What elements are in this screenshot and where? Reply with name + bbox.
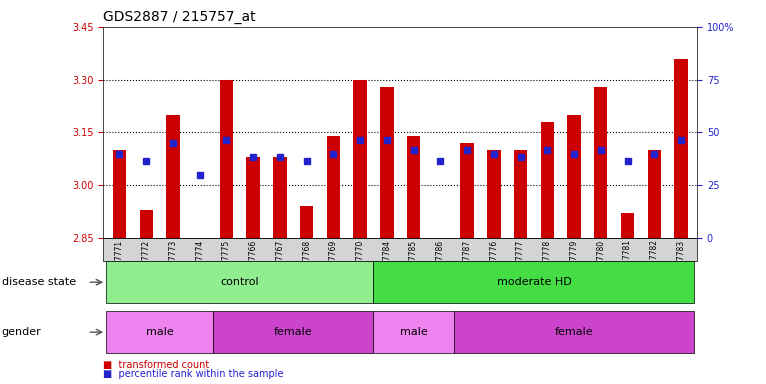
Bar [106, 311, 213, 353]
Bar [407, 136, 421, 238]
Bar [487, 150, 500, 238]
Bar [300, 207, 313, 238]
Bar [326, 136, 340, 238]
Text: ■  transformed count: ■ transformed count [103, 360, 210, 370]
Text: moderate HD: moderate HD [496, 277, 571, 287]
Bar [273, 157, 286, 238]
Bar [247, 157, 260, 238]
Bar [460, 143, 474, 238]
Bar [541, 122, 554, 238]
Bar [213, 311, 374, 353]
Bar [434, 238, 447, 298]
Bar [353, 80, 367, 238]
Text: female: female [274, 327, 313, 337]
Text: male: male [146, 327, 173, 337]
Text: male: male [400, 327, 427, 337]
Text: GDS2887 / 215757_at: GDS2887 / 215757_at [103, 10, 256, 25]
Bar [106, 261, 374, 303]
Bar [113, 150, 126, 238]
Text: disease state: disease state [2, 277, 76, 287]
Bar [220, 80, 233, 238]
Text: gender: gender [2, 327, 41, 337]
Text: ■  percentile rank within the sample: ■ percentile rank within the sample [103, 369, 284, 379]
Bar [380, 87, 394, 238]
Bar [621, 214, 634, 238]
Bar [674, 59, 688, 238]
Bar [514, 150, 527, 238]
Bar [568, 115, 581, 238]
Text: female: female [555, 327, 594, 337]
Bar [594, 87, 607, 238]
Bar [647, 150, 661, 238]
Text: control: control [221, 277, 259, 287]
Bar [139, 210, 153, 238]
Bar [374, 261, 695, 303]
Bar [166, 115, 179, 238]
Bar [453, 311, 695, 353]
Bar [374, 311, 453, 353]
Bar [193, 238, 206, 270]
